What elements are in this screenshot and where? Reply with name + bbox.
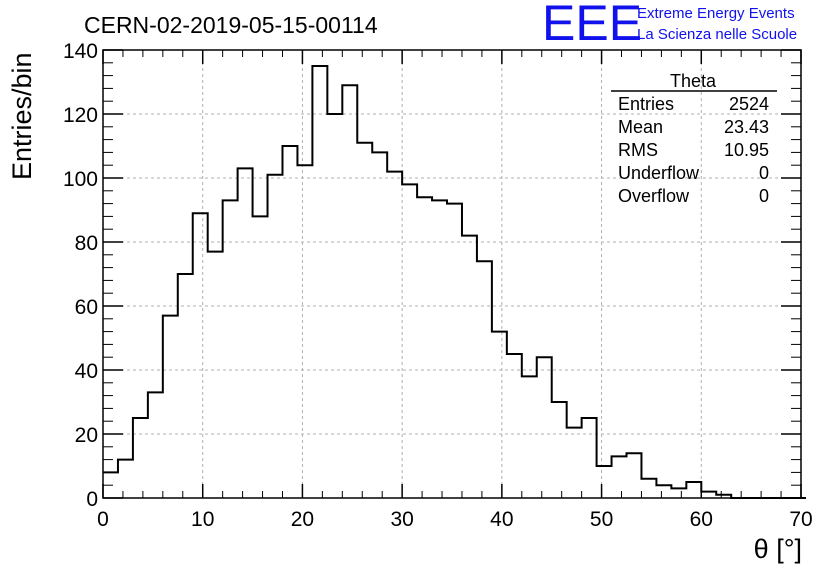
stats-row-value: 10.95 <box>724 140 769 160</box>
x-tick-label: 70 <box>789 508 812 531</box>
x-tick-label: 0 <box>97 508 109 531</box>
logo-line-1: Extreme Energy Events <box>637 5 795 22</box>
tick-labels: 0 10 20 30 40 50 60 70 0 20 40 60 80 100 120 140 <box>63 40 813 531</box>
stats-row-value: 23.43 <box>724 117 769 137</box>
axis-ticks <box>102 49 802 499</box>
y-axis-title: Entries/bin <box>7 52 37 180</box>
x-tick-label: 30 <box>390 508 413 531</box>
y-tick-label: 140 <box>63 40 98 63</box>
logo-line-2: La Scienza nelle Scuole <box>637 26 797 43</box>
stats-box: Theta Entries 2524 Mean 23.43 RMS 10.95 Underf… <box>611 71 777 206</box>
histogram-outline <box>103 65 806 499</box>
stats-row-value: 0 <box>759 163 769 183</box>
x-axis-title: θ [°] <box>754 534 802 564</box>
chart-title: CERN-02-2019-05-15-00114 <box>84 12 378 38</box>
y-tick-label: 40 <box>75 360 98 383</box>
stats-row-label: Underflow <box>618 163 700 183</box>
stats-row-value: 0 <box>759 186 769 206</box>
eee-logo: EEE Extreme Energy Events La Scienza nel… <box>542 0 797 51</box>
stats-row-label: RMS <box>618 140 658 160</box>
x-tick-label: 40 <box>490 508 513 531</box>
y-tick-label: 120 <box>63 104 98 127</box>
logo-mark: EEE <box>542 0 642 51</box>
y-tick-label: 80 <box>75 232 98 255</box>
stats-row-label: Overflow <box>618 186 690 206</box>
y-tick-label: 60 <box>75 296 98 319</box>
y-tick-label: 100 <box>63 168 98 191</box>
stats-row-value: 2524 <box>729 94 769 114</box>
stats-title: Theta <box>670 71 717 91</box>
x-tick-label: 60 <box>690 508 713 531</box>
x-tick-label: 50 <box>590 508 613 531</box>
y-tick-label: 0 <box>86 488 98 511</box>
grid-lines <box>103 50 801 498</box>
x-tick-label: 20 <box>291 508 314 531</box>
x-tick-label: 10 <box>191 508 214 531</box>
stats-row-label: Entries <box>618 94 674 114</box>
y-tick-label: 20 <box>75 424 98 447</box>
plot-frame <box>102 49 802 499</box>
stats-row-label: Mean <box>618 117 663 137</box>
